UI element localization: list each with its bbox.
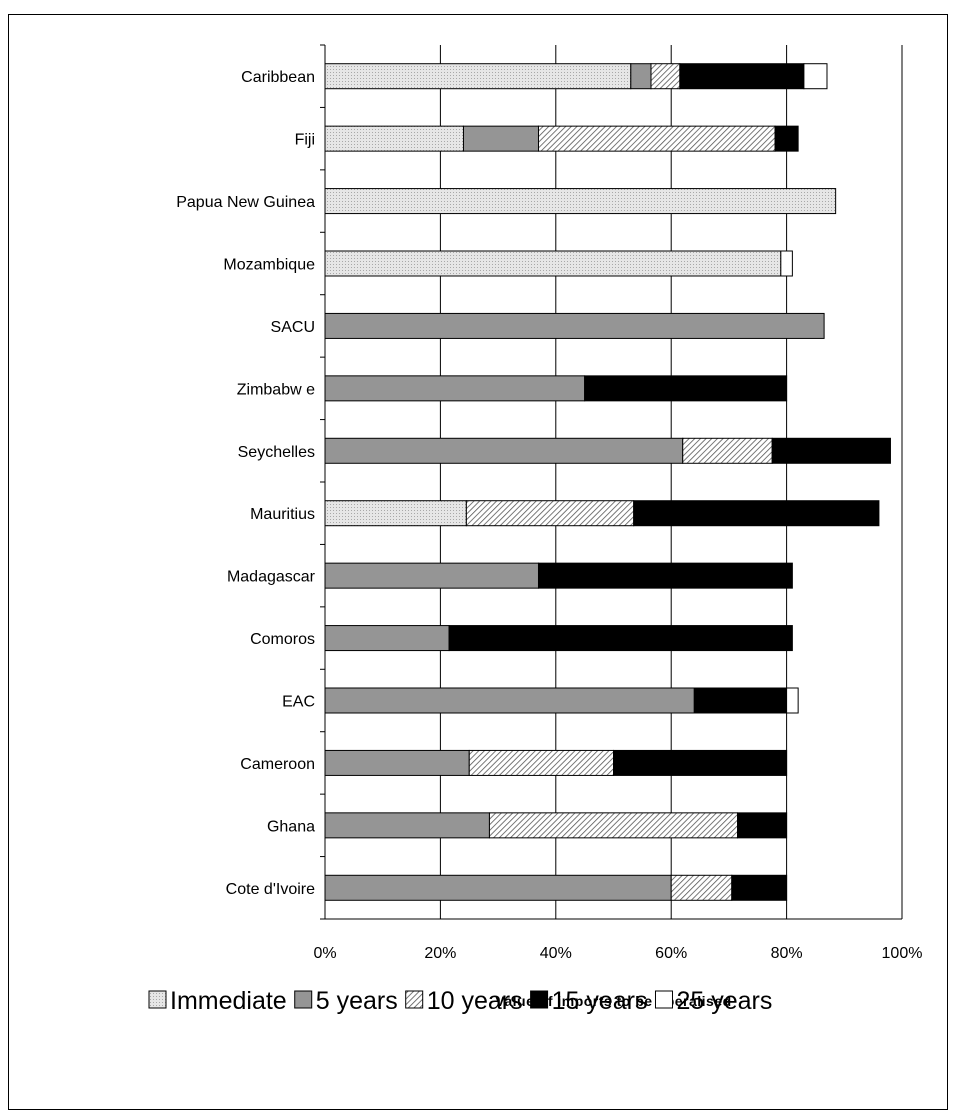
category-label: SACU bbox=[271, 319, 315, 336]
bar-segment bbox=[633, 500, 880, 527]
x-tick-label: 100% bbox=[882, 945, 923, 962]
bar-segment bbox=[324, 63, 632, 90]
bar-segment bbox=[324, 687, 695, 714]
bar-segment bbox=[324, 312, 825, 339]
bar-segment bbox=[448, 625, 793, 652]
bar-segment bbox=[630, 63, 652, 90]
x-tick-label: 40% bbox=[540, 945, 572, 962]
category-label: Mozambique bbox=[223, 257, 315, 274]
x-tick-label: 0% bbox=[313, 945, 336, 962]
bar-segment bbox=[613, 749, 788, 776]
category-label: Zimbabw e bbox=[237, 381, 315, 398]
category-label: Fiji bbox=[295, 132, 315, 149]
bar-segment bbox=[693, 687, 788, 714]
x-tick-label: 20% bbox=[424, 945, 456, 962]
legend-label: 5 years bbox=[316, 987, 398, 1015]
bar-segment bbox=[682, 437, 773, 464]
bar-segment bbox=[774, 125, 799, 152]
bar-segment bbox=[324, 500, 467, 527]
chart-svg: Caribbean Fiji Papua New Guinea Mozambique S… bbox=[148, 44, 923, 1015]
category-label: Cameroon bbox=[240, 756, 315, 773]
bar-segment bbox=[324, 874, 672, 901]
chart-frame: Caribbean Fiji Papua New Guinea Mozambique S… bbox=[8, 14, 948, 1110]
bar-segment bbox=[324, 625, 450, 652]
bar-segment bbox=[780, 250, 793, 277]
bar-segment bbox=[786, 687, 799, 714]
bar-segment bbox=[537, 562, 793, 589]
bar-segment bbox=[324, 437, 684, 464]
bar-segment bbox=[679, 63, 805, 90]
legend-swatch bbox=[148, 990, 167, 1009]
bar-segment bbox=[324, 250, 782, 277]
bar-segment bbox=[670, 874, 733, 901]
x-tick-label: 80% bbox=[771, 945, 803, 962]
bar-segment bbox=[731, 874, 788, 901]
legend-label: Immediate bbox=[170, 987, 287, 1015]
category-label: Seychelles bbox=[238, 444, 315, 461]
category-label: Mauritius bbox=[250, 506, 315, 523]
legend-swatch bbox=[294, 990, 313, 1009]
bar-segment bbox=[584, 375, 788, 402]
legend-label: 25 years bbox=[676, 987, 772, 1015]
bar-segment bbox=[462, 125, 539, 152]
category-label: Caribbean bbox=[241, 69, 315, 86]
bar-segment bbox=[537, 125, 776, 152]
bar-segment bbox=[803, 63, 828, 90]
legend-swatch bbox=[405, 990, 424, 1009]
bar-segment bbox=[650, 63, 681, 90]
category-label: Cote d'Ivoire bbox=[226, 881, 315, 898]
legend-label: 10 years bbox=[427, 987, 523, 1015]
category-label: Ghana bbox=[267, 818, 315, 835]
bar-segment bbox=[468, 749, 614, 776]
bar-segment bbox=[488, 812, 739, 839]
bar-segment bbox=[737, 812, 788, 839]
legend-label: 15 years bbox=[552, 987, 648, 1015]
legend-swatch bbox=[654, 990, 673, 1009]
bar-segment bbox=[771, 437, 891, 464]
bar-segment bbox=[324, 125, 464, 152]
bar-segment bbox=[324, 749, 470, 776]
legend-swatch bbox=[530, 990, 549, 1009]
bar-segment bbox=[324, 188, 837, 215]
category-label: Comoros bbox=[250, 631, 315, 648]
category-label: Madagascar bbox=[227, 569, 316, 586]
category-label: Papua New Guinea bbox=[176, 194, 315, 211]
x-tick-label: 60% bbox=[655, 945, 687, 962]
bar-segment bbox=[324, 375, 586, 402]
category-label: EAC bbox=[282, 694, 315, 711]
bar-segment bbox=[324, 812, 490, 839]
bar-segment bbox=[465, 500, 635, 527]
bar-segment bbox=[324, 562, 539, 589]
